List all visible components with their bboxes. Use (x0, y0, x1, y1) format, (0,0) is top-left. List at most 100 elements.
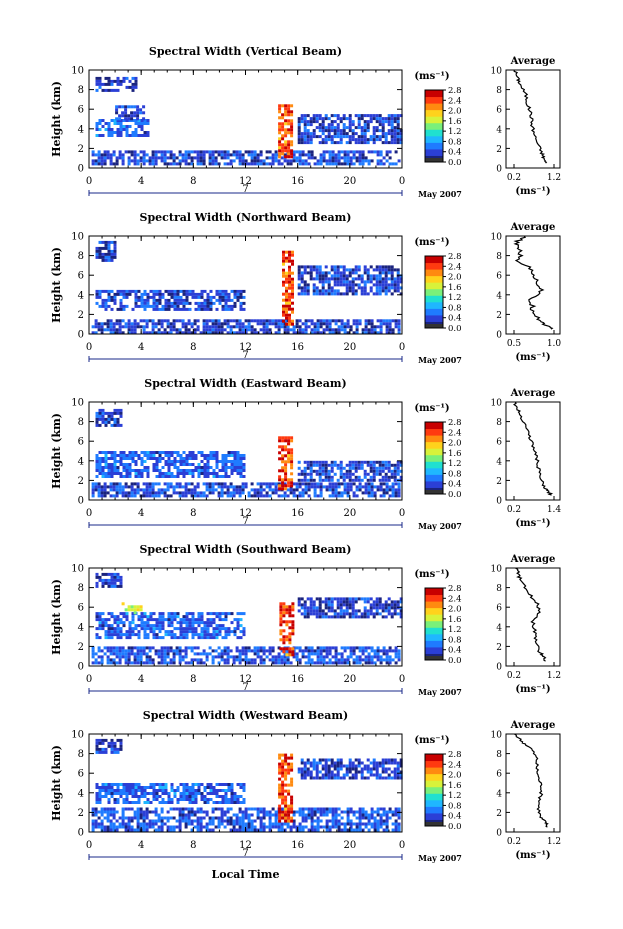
heatmap-cell (387, 268, 391, 272)
heatmap-cell (369, 274, 373, 278)
heatmap-cell (321, 283, 325, 287)
heatmap-cell (226, 807, 230, 811)
heatmap-cell (181, 153, 185, 157)
heatmap-cell (327, 138, 331, 142)
average-y-tick-label: 6 (496, 604, 502, 614)
heatmap-cell (116, 633, 120, 637)
heatmap-cell (357, 609, 361, 613)
heatmap-cell (357, 277, 361, 281)
heatmap-cell (351, 289, 355, 293)
heatmap-cell (336, 114, 340, 118)
heatmap-cell (315, 120, 319, 124)
heatmap-cell (163, 150, 167, 154)
heatmap-cell (289, 159, 293, 163)
heatmap-cell (143, 131, 147, 134)
heatmap-cell (303, 268, 307, 272)
heatmap-cell (375, 283, 379, 287)
heatmap-cell (390, 292, 394, 296)
heatmap-cell (121, 652, 125, 656)
heatmap-cell (106, 319, 110, 323)
heatmap-cell (182, 633, 186, 637)
heatmap-cell (363, 286, 367, 290)
heatmap-cell (366, 600, 370, 604)
heatmap-cell (327, 132, 331, 136)
heatmap-cell (172, 658, 176, 662)
heatmap-cell (284, 463, 288, 467)
heatmap-cell (220, 810, 224, 814)
heatmap-cell (185, 457, 189, 460)
heatmap-cell (247, 325, 251, 329)
heatmap-cell (325, 162, 329, 166)
heatmap-cell (331, 319, 335, 323)
heatmap-cell (265, 162, 269, 166)
heatmap-cell (134, 633, 138, 637)
heatmap-cell (197, 451, 201, 454)
heatmap-cell (343, 331, 347, 335)
heatmap-cell (370, 482, 374, 486)
heatmap-cell (107, 475, 111, 478)
heatmap-cell (253, 150, 257, 154)
heatmap-cell (265, 813, 269, 817)
heatmap-cell (233, 289, 237, 293)
heatmap-cell (297, 265, 301, 269)
heatmap-cell (364, 488, 368, 492)
heatmap-cell (172, 153, 176, 157)
heatmap-cell (373, 810, 377, 814)
heatmap-cell (352, 646, 356, 650)
heatmap-cell (115, 322, 119, 326)
heatmap-cell (113, 463, 117, 466)
heatmap-cell (393, 283, 397, 287)
heatmap-cell (288, 286, 291, 290)
heatmap-cell (182, 627, 186, 631)
heatmap-cell (352, 822, 356, 826)
heatmap-cell (340, 328, 344, 332)
heatmap-cell (300, 117, 304, 121)
x-tick-label: 12 (239, 508, 252, 519)
heatmap-cell (352, 661, 356, 665)
heatmap-cell (110, 417, 114, 421)
heatmap-cell (142, 331, 146, 335)
heatmap-cell (121, 485, 125, 489)
heatmap-cell (139, 488, 143, 492)
heatmap-cell (274, 159, 278, 163)
heatmap-cell (127, 825, 131, 829)
heatmap-cell (238, 485, 242, 489)
heatmap-cell (122, 475, 126, 478)
heatmap-cell (203, 454, 207, 457)
heatmap-cell (110, 624, 114, 628)
heatmap-cell (318, 117, 322, 121)
heatmap-cell (298, 813, 302, 817)
heatmap-cell (101, 258, 105, 262)
heatmap-cell (143, 307, 147, 311)
heatmap-cell (247, 322, 251, 326)
heatmap-cell (328, 162, 332, 166)
heatmap-cell (185, 292, 189, 296)
heatmap-cell (134, 627, 138, 631)
heatmap-cell (318, 126, 322, 130)
heatmap-cell (229, 319, 233, 323)
heatmap-cell (194, 466, 198, 469)
heatmap-cell (214, 488, 218, 492)
heatmap-cell (301, 825, 305, 829)
heatmap-cell (238, 825, 242, 829)
heatmap-cell (229, 331, 233, 335)
heatmap-cell (205, 825, 209, 829)
heatmap-cell (310, 652, 314, 656)
heatmap-cell (282, 307, 285, 311)
heatmap-cell (336, 615, 340, 619)
heatmap-cell (113, 243, 117, 247)
heatmap-cell (278, 110, 282, 114)
heatmap-cell (148, 331, 152, 335)
heatmap-cell (143, 460, 147, 463)
heatmap-cell (209, 304, 213, 308)
heatmap-cell (357, 114, 361, 118)
heatmap-cell (91, 325, 95, 329)
heatmap-cell (397, 807, 401, 811)
heatmap-cell (238, 319, 242, 323)
heatmap-cell (343, 482, 347, 486)
heatmap-cell (379, 649, 383, 653)
heatmap-cell (346, 331, 350, 335)
heatmap-cell (381, 460, 385, 464)
heatmap-cell (107, 82, 111, 86)
heatmap-cell (370, 325, 374, 329)
